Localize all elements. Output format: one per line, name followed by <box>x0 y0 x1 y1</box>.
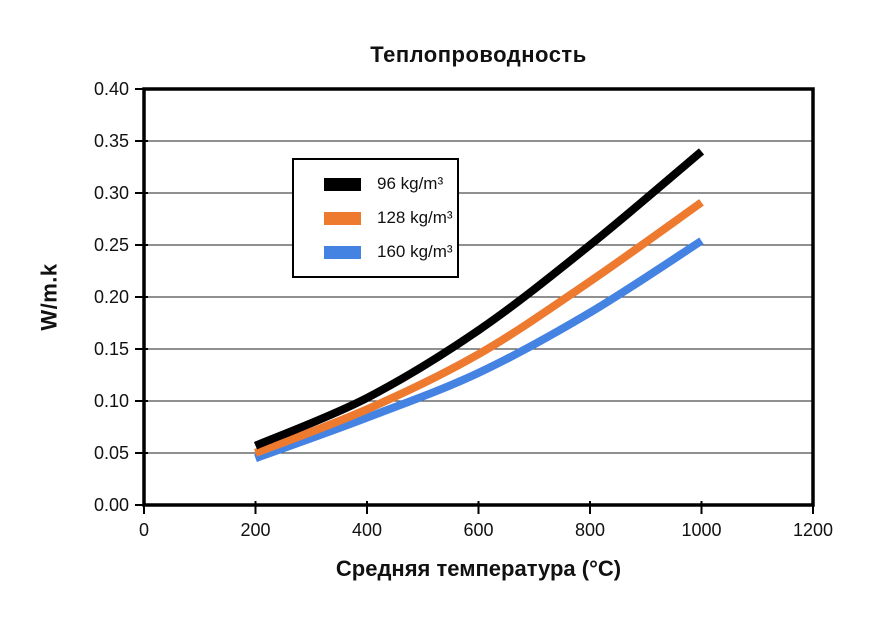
legend-swatch-0 <box>324 177 361 191</box>
series-line-1 <box>254 199 704 457</box>
legend-swatch-2 <box>324 245 361 259</box>
chart-title: Теплопроводность <box>370 42 587 67</box>
x-tick-label: 400 <box>352 520 382 540</box>
legend-item-1: 128 kg/m³ <box>324 208 457 228</box>
series-line-2 <box>254 237 704 462</box>
series-line-0 <box>253 148 705 450</box>
y-tick-label: 0.20 <box>94 287 129 307</box>
legend: 96 kg/m³ 128 kg/m³ 160 kg/m³ <box>292 158 459 278</box>
y-tick-label: 0.35 <box>94 131 129 151</box>
x-axis-label: Средняя температура (°C) <box>335 556 622 581</box>
legend-label-2: 160 kg/m³ <box>377 242 453 261</box>
legend-label-1: 128 kg/m³ <box>377 208 453 227</box>
y-tick-label: 0.05 <box>94 443 129 463</box>
legend-label-0: 96 kg/m³ <box>377 174 444 193</box>
x-tick-label: 1000 <box>681 520 721 540</box>
legend-item-0: 96 kg/m³ <box>324 174 457 194</box>
y-tick-label: 0.25 <box>94 235 129 255</box>
y-tick-label: 0.00 <box>94 495 129 515</box>
x-tick-label: 800 <box>575 520 605 540</box>
legend-swatch-1 <box>324 211 361 225</box>
y-tick-label: 0.40 <box>94 79 129 99</box>
legend-item-2: 160 kg/m³ <box>324 242 457 262</box>
x-tick-label: 600 <box>463 520 493 540</box>
x-tick-label: 1200 <box>793 520 833 540</box>
y-tick-label: 0.15 <box>94 339 129 359</box>
y-tick-label: 0.10 <box>94 391 129 411</box>
x-tick-label: 200 <box>240 520 270 540</box>
y-tick-label: 0.30 <box>94 183 129 203</box>
x-tick-label: 0 <box>139 520 149 540</box>
